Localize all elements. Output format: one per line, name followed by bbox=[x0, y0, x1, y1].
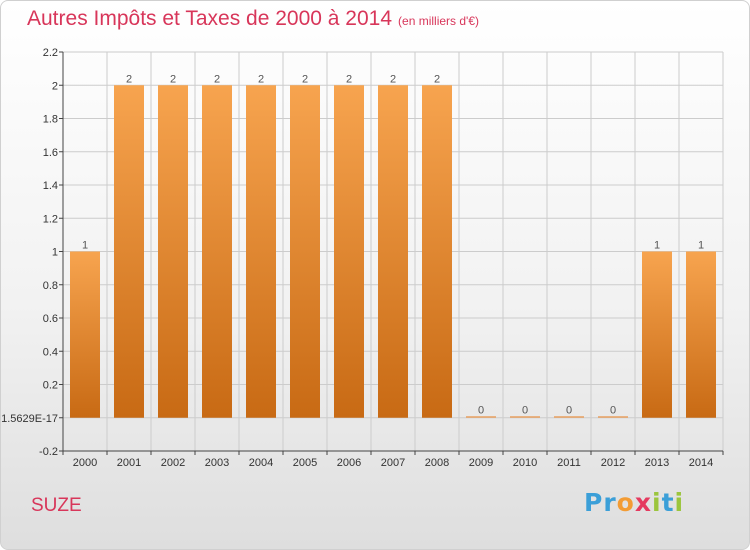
x-tick-label: 2000 bbox=[73, 457, 97, 469]
labels: 2.2 2 1.8 1.6 1.4 1.2 1 0.8 0.6 0.4 0.2 -1.5629E-17… bbox=[1, 47, 713, 469]
y-tick-label: -0.2 bbox=[39, 446, 58, 458]
logo-letter: x bbox=[634, 488, 652, 517]
y-tick-label: 0.2 bbox=[43, 380, 58, 392]
y-tick-label: 0.6 bbox=[43, 313, 58, 325]
bar-2010 bbox=[510, 416, 540, 418]
y-tick-label: 1.8 bbox=[43, 114, 58, 126]
data-label-2002: 2 bbox=[170, 73, 176, 85]
data-label-2014: 1 bbox=[698, 240, 704, 252]
data-label-2012: 0 bbox=[610, 404, 616, 416]
x-tick-label: 2007 bbox=[381, 457, 405, 469]
bar-2013 bbox=[642, 251, 672, 418]
data-label-2013: 1 bbox=[654, 240, 660, 252]
data-label-2008: 2 bbox=[434, 73, 440, 85]
x-tick-label: 2006 bbox=[337, 457, 361, 469]
logo-letter: i bbox=[652, 488, 662, 517]
logo-letter: r bbox=[603, 488, 617, 517]
y-tick-label: 1 bbox=[52, 247, 58, 259]
y-tick-label: 2.2 bbox=[43, 47, 58, 59]
bar-2001 bbox=[114, 85, 144, 418]
x-tick-label: 2009 bbox=[469, 457, 493, 469]
chart-title: Autres Impôts et Taxes de 2000 à 2014 (en… bbox=[27, 7, 479, 31]
x-tick-label: 2001 bbox=[117, 457, 141, 469]
bar-2012 bbox=[598, 416, 628, 418]
x-tick-label: 2014 bbox=[689, 457, 713, 469]
logo-letter: P bbox=[584, 488, 604, 517]
bar-2003 bbox=[202, 85, 232, 418]
bar-2004 bbox=[246, 85, 276, 418]
y-tick-label: 2 bbox=[52, 80, 58, 92]
logo-letter: t bbox=[661, 488, 675, 517]
x-tick-label: 2005 bbox=[293, 457, 317, 469]
x-tick-label: 2013 bbox=[645, 457, 669, 469]
x-tick-label: 2010 bbox=[513, 457, 537, 469]
bars bbox=[70, 85, 716, 418]
x-tick-label: 2012 bbox=[601, 457, 625, 469]
x-tick-label: 2011 bbox=[557, 457, 581, 469]
y-tick-label: 1.6 bbox=[43, 147, 58, 159]
data-label-2003: 2 bbox=[214, 73, 220, 85]
place-name: SUZE bbox=[31, 495, 82, 516]
x-tick-label: 2002 bbox=[161, 457, 185, 469]
data-label-2000: 1 bbox=[82, 240, 88, 252]
data-label-2006: 2 bbox=[346, 73, 352, 85]
bar-2005 bbox=[290, 85, 320, 418]
y-tick-label: 1.4 bbox=[43, 180, 58, 192]
chart-title-text: Autres Impôts et Taxes de 2000 à 2014 bbox=[27, 7, 393, 30]
data-label-2009: 0 bbox=[478, 404, 484, 416]
x-tick-label: 2003 bbox=[205, 457, 229, 469]
bar-2008 bbox=[422, 85, 452, 418]
data-label-2007: 2 bbox=[390, 73, 396, 85]
bar-2009 bbox=[466, 416, 496, 418]
y-tick-label: 1.2 bbox=[43, 213, 58, 225]
x-tick-label: 2004 bbox=[249, 457, 273, 469]
logo-letter: i bbox=[674, 488, 685, 517]
data-label-2005: 2 bbox=[302, 73, 308, 85]
x-tick-label: 2008 bbox=[425, 457, 449, 469]
axes bbox=[59, 51, 724, 455]
y-tick-label: -1.5629E-17 bbox=[1, 413, 58, 425]
proxiti-logo: Proxiti bbox=[584, 488, 684, 517]
bar-2011 bbox=[554, 416, 584, 418]
bar-2000 bbox=[70, 251, 100, 418]
data-label-2004: 2 bbox=[258, 73, 264, 85]
chart-unit: (en milliers d'€) bbox=[398, 14, 480, 28]
bar-2007 bbox=[378, 85, 408, 418]
y-tick-label: 0.8 bbox=[43, 280, 58, 292]
bar-2002 bbox=[158, 85, 188, 418]
data-label-2011: 0 bbox=[566, 404, 572, 416]
bar-2014 bbox=[686, 251, 716, 418]
data-label-2010: 0 bbox=[522, 404, 528, 416]
data-label-2001: 2 bbox=[126, 73, 132, 85]
bar-2006 bbox=[334, 85, 364, 418]
y-tick-label: 0.4 bbox=[43, 346, 58, 358]
logo-letter: o bbox=[616, 488, 635, 517]
